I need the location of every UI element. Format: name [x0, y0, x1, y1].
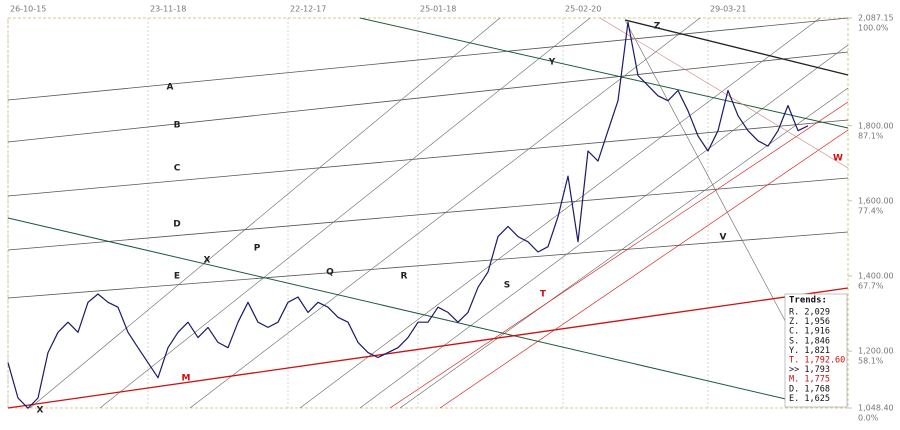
trend-letter: R	[401, 272, 408, 282]
trend-line	[599, 17, 849, 169]
trend-letter: B	[174, 121, 181, 131]
trend-line	[7, 287, 849, 409]
trend-line	[624, 19, 849, 76]
trend-entry: M. 1,775	[789, 375, 830, 385]
x-tick-label: 25-02-20	[565, 5, 601, 14]
trend-letter: X	[204, 256, 211, 266]
trend-line	[359, 44, 849, 409]
trend-letter: X	[37, 406, 44, 416]
trend-line	[7, 17, 849, 101]
y-tick-percent: 77.4%	[858, 206, 884, 215]
trend-line	[189, 17, 701, 409]
trend-letter: C	[174, 164, 181, 174]
y-tick-percent: 67.7%	[858, 281, 884, 290]
trends-title: Trends:	[789, 296, 827, 306]
trend-entry: E. 1,625	[789, 394, 830, 404]
trend-entry: >> 1,793	[789, 365, 830, 375]
y-tick-label: 1,600.00	[858, 196, 894, 205]
trend-entry: Y. 1,821	[789, 346, 830, 356]
series-layer	[7, 21, 809, 409]
y-tick-label: 1,800.00	[858, 121, 894, 130]
trend-letter: S	[504, 281, 510, 291]
y-tick-percent: 0.0%	[858, 414, 879, 423]
y-tick-label: 1,048.40	[858, 404, 894, 413]
annotation-layer: 26-10-15 23-11-18 22-12-17 25-01-18 25-02-20…	[10, 5, 894, 423]
trends-box-frame	[784, 293, 848, 408]
trend-letter: E	[174, 272, 180, 282]
x-tick-label: 26-10-15	[10, 5, 46, 14]
trend-entry: D. 1,768	[789, 384, 830, 394]
x-tick-label: 29-03-21	[710, 5, 746, 14]
trend-line	[7, 119, 849, 197]
y-tick-percent: 100.0%	[858, 24, 889, 33]
trend-entry: S. 1,846	[789, 336, 830, 346]
plot-frame	[7, 17, 849, 409]
price-line	[7, 21, 809, 409]
trend-letter: V	[720, 233, 727, 243]
y-tick-label: 2,087.15	[858, 14, 894, 23]
trend-line	[399, 87, 849, 409]
y-tick-label: 1,400.00	[858, 271, 894, 280]
y-tick-percent: 87.1%	[858, 131, 884, 140]
y-tick-percent: 58.1%	[858, 357, 884, 366]
trend-line	[389, 101, 849, 409]
trend-line	[29, 17, 501, 409]
trend-entry: Z. 1,956	[789, 317, 830, 327]
y-tick-label: 1,200.00	[858, 347, 894, 356]
trend-line	[439, 129, 849, 409]
trend-entry: T. 1,792.60	[789, 356, 845, 366]
x-tick-label: 25-01-18	[420, 5, 456, 14]
x-tick-label: 22-12-17	[290, 5, 326, 14]
trend-letter: Z	[654, 22, 661, 32]
trend-lines	[7, 17, 849, 409]
trend-line	[7, 231, 849, 299]
trend-entry: C. 1,916	[789, 327, 830, 337]
trend-letter: T	[540, 290, 547, 300]
x-tick-label: 23-11-18	[150, 5, 186, 14]
trend-letter: Q	[326, 268, 334, 278]
trend-letter: P	[254, 244, 261, 254]
trend-line	[359, 17, 849, 129]
trend-line	[99, 17, 591, 409]
trend-letter: D	[173, 220, 180, 230]
trend-line	[299, 17, 821, 409]
trend-letter: Y	[548, 58, 556, 68]
trend-line	[7, 217, 791, 401]
trend-letter: A	[167, 83, 174, 93]
trend-letter: M	[182, 374, 191, 384]
trend-line	[624, 19, 791, 331]
trend-entry: R. 2,029	[789, 308, 830, 318]
trend-line	[7, 177, 849, 251]
trend-letter: W	[833, 154, 843, 164]
trend-line	[7, 51, 849, 143]
